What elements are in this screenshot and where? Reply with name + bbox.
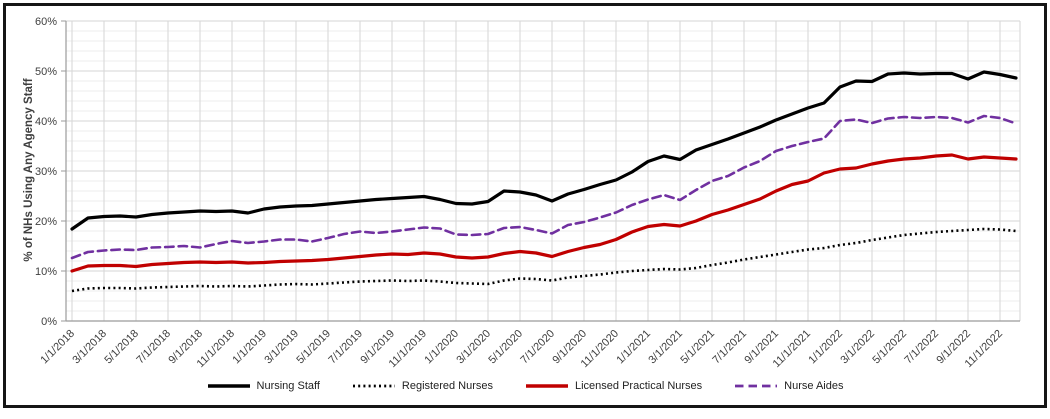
chart-legend: Nursing Staff Registered Nurses Licensed… [0, 380, 1050, 392]
x-tick-label: 7/1/2019 [326, 328, 365, 367]
legend-label: Registered Nurses [401, 380, 493, 392]
y-tick-label: 50% [35, 66, 57, 78]
x-tick-label: 1/1/2019 [230, 328, 269, 367]
licensed-practical-nurses-line-icon [525, 383, 569, 389]
x-tick-label: 5/1/2022 [870, 328, 909, 367]
x-tick-label: 7/1/2021 [710, 328, 749, 367]
x-tick-label: 1/1/2022 [806, 328, 845, 367]
chart-canvas: 0%10%20%30%40%50%60%1/1/20183/1/20185/1/… [35, 16, 1021, 370]
legend-swatch-svg [735, 384, 778, 388]
x-tick-label: 7/1/2022 [902, 328, 941, 367]
legend-item-nurse-aides: Nurse Aides [734, 380, 843, 392]
legend-label: Licensed Practical Nurses [575, 380, 703, 392]
legend-label: Nursing Staff [256, 380, 320, 392]
y-tick-label: 60% [35, 16, 57, 28]
x-tick-label: 3/1/2019 [262, 328, 301, 367]
y-tick-label: 40% [35, 116, 57, 128]
legend-swatch-svg [207, 384, 250, 388]
legend-item-registered-nurses: Registered Nurses [352, 380, 493, 392]
y-tick-label: 0% [41, 316, 57, 328]
x-tick-label: 1/1/2021 [614, 328, 653, 367]
y-tick-label: 10% [35, 266, 57, 278]
x-tick-label: 1/1/2018 [38, 328, 77, 367]
nurse-aides-line-icon [734, 383, 778, 389]
legend-label: Nurse Aides [784, 380, 844, 392]
legend-item-nursing-staff: Nursing Staff [207, 380, 320, 392]
legend-item-licensed-practical-nurses: Licensed Practical Nurses [525, 380, 702, 392]
y-axis-title: % of NHs Using Any Agency Staff [23, 78, 35, 262]
x-tick-label: 1/1/2020 [422, 328, 461, 367]
x-tick-label: 7/1/2018 [134, 328, 173, 367]
x-tick-label: 5/1/2019 [294, 328, 333, 367]
y-tick-label: 20% [35, 216, 57, 228]
registered-nurses-line-icon [352, 383, 396, 389]
legend-swatch-svg [352, 384, 395, 388]
series-line-nursing-staff [70, 70, 1018, 231]
x-tick-label: 3/1/2020 [454, 328, 493, 367]
y-tick-label: 30% [35, 166, 57, 178]
x-tick-label: 3/1/2018 [70, 328, 109, 367]
x-tick-label: 3/1/2022 [838, 328, 877, 367]
x-tick-label: 3/1/2021 [646, 328, 685, 367]
x-tick-label: 5/1/2021 [678, 328, 717, 367]
x-tick-label: 5/1/2020 [486, 328, 525, 367]
nursing-staff-line-icon [207, 383, 251, 389]
x-tick-label: 5/1/2018 [102, 328, 141, 367]
series-line-nurse-aides [70, 114, 1018, 260]
x-tick-label: 7/1/2020 [518, 328, 557, 367]
series-line-licensed-practical-nurses [70, 153, 1018, 273]
legend-swatch-svg [526, 384, 568, 388]
series-line-registered-nurses [71, 227, 1017, 293]
